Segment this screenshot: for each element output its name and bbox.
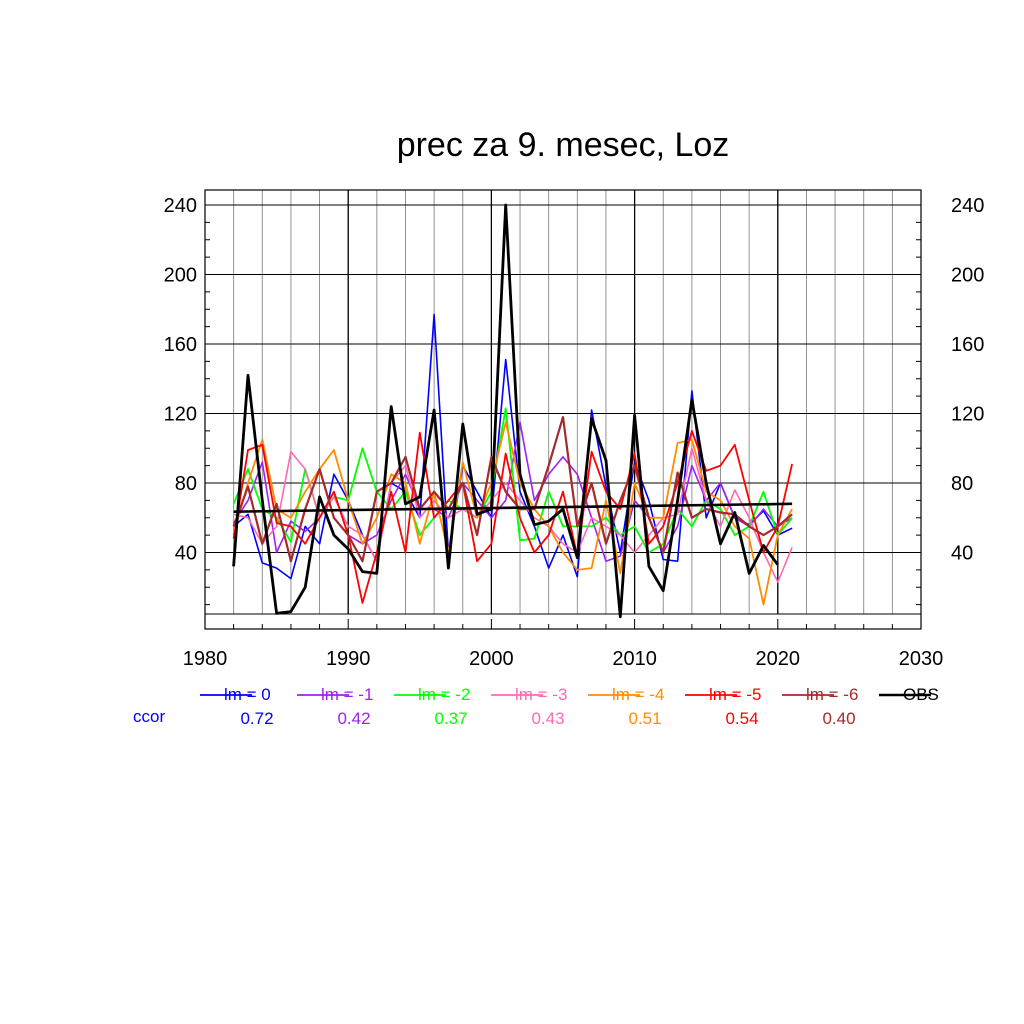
x-tick-label: 2020: [756, 648, 801, 670]
series-line-lm-5: [232, 430, 793, 604]
y-tick-label-left: 120: [164, 404, 197, 426]
legend-ccor-value: 0.37: [434, 709, 467, 728]
y-tick-label-right: 160: [951, 334, 984, 356]
y-tick-label-right: 200: [951, 265, 984, 287]
x-tick-label: 2010: [612, 648, 657, 670]
trend-line: [233, 502, 793, 513]
x-tick-label: 2000: [469, 648, 514, 670]
series-line-lm-4: [232, 421, 793, 606]
plot-series: [232, 203, 793, 619]
legend-label: lm = -3: [515, 685, 567, 704]
legend-label: lm = -1: [321, 685, 373, 704]
x-tick-label: 2030: [899, 648, 944, 670]
series-line-lm-0: [233, 313, 793, 580]
x-tick-label: 1990: [326, 648, 371, 670]
chart-title: prec za 9. mesec, Loz: [397, 126, 730, 164]
ccor-label: ccor: [133, 707, 165, 726]
plot-frame: [204, 189, 922, 630]
legend-label: OBS: [903, 685, 939, 704]
y-tick-label-left: 80: [175, 473, 197, 495]
legend-ccor-value: 0.72: [240, 709, 273, 728]
legend-label: lm = 0: [224, 685, 271, 704]
y-tick-label-right: 120: [951, 404, 984, 426]
legend-ccor-value: 0.54: [725, 709, 758, 728]
y-tick-label-right: 40: [951, 543, 973, 565]
y-tick-label-left: 160: [164, 334, 197, 356]
legend-label: lm = -5: [709, 685, 761, 704]
series-line-lm-6: [232, 415, 793, 563]
y-tick-label-left: 40: [175, 543, 197, 565]
legend-ccor-value: 0.51: [628, 709, 661, 728]
y-tick-label-right: 80: [951, 473, 973, 495]
legend-label: lm = -4: [612, 685, 664, 704]
y-tick-label-left: 240: [164, 195, 197, 217]
legend-ccor-value: 0.43: [531, 709, 564, 728]
series-line-lm-3: [233, 447, 793, 583]
y-tick-label-right: 240: [951, 195, 984, 217]
x-tick-label: 1980: [183, 648, 228, 670]
legend-label: lm = -6: [806, 685, 858, 704]
legend-ccor-value: 0.42: [337, 709, 370, 728]
axis-ticks: 40 40 80 80 120 120 160 160 200 200 240 240 1980 1990…: [164, 195, 985, 670]
legend: lm = 0 0.72 lm = -1 0.42 lm = -2 0.37 lm = -3 0…: [133, 685, 939, 728]
legend-ccor-value: 0.40: [822, 709, 855, 728]
plot-border: [204, 189, 922, 630]
y-tick-label-left: 200: [164, 265, 197, 287]
legend-label: lm = -2: [418, 685, 470, 704]
